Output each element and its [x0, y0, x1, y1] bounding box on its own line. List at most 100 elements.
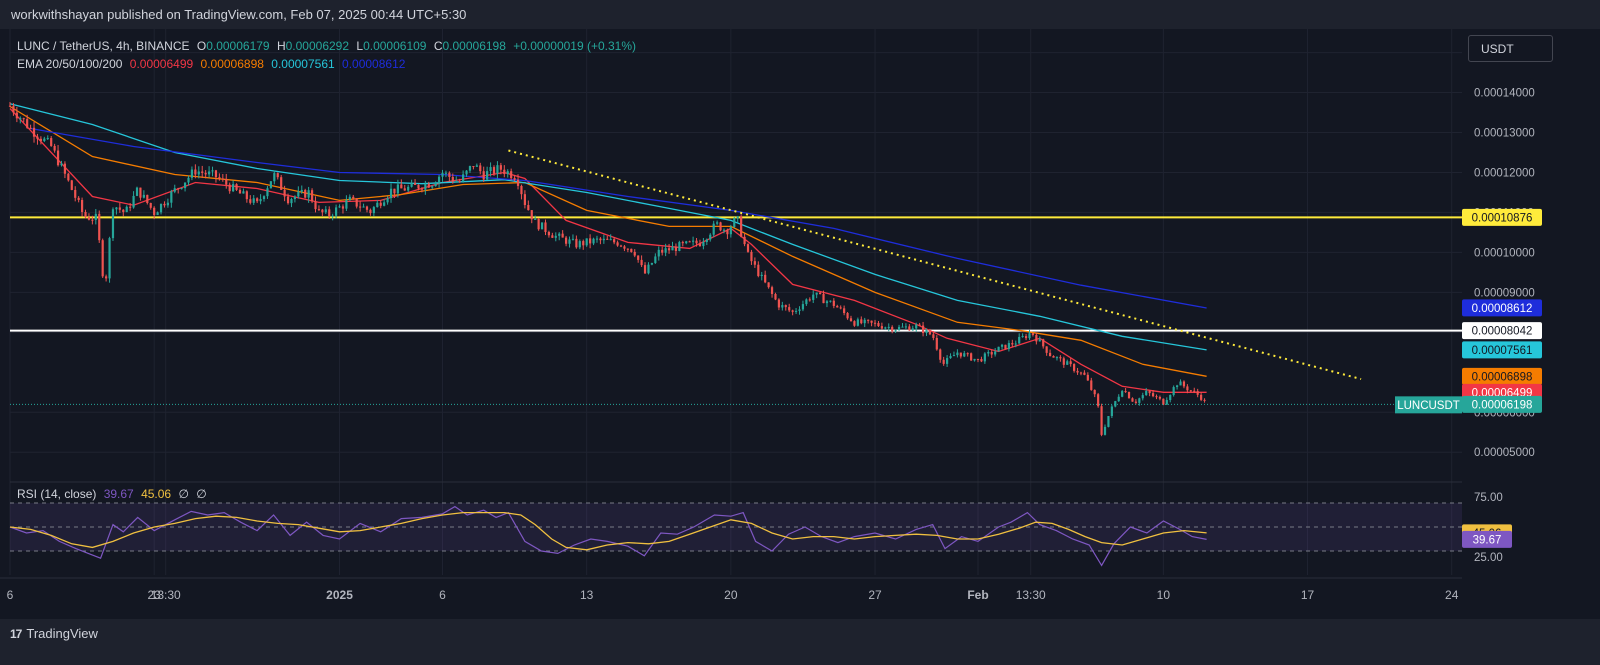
candle-body: [911, 328, 914, 331]
candle-body: [22, 118, 25, 120]
candle-body: [530, 210, 533, 220]
candle-body: [1148, 390, 1151, 394]
rsi-ma-line: [9, 511, 1207, 551]
candle-body: [1114, 401, 1117, 407]
candle-body: [1048, 352, 1052, 356]
price-chart[interactable]: LUNCUSDT 0.000150000.000140000.000130000…: [0, 29, 1600, 619]
candle-body: [1145, 390, 1148, 396]
price-label-bg-resistance: [1462, 208, 1542, 226]
rsi-legend: RSI (14, close) 39.67 45.06 ∅ ∅: [17, 487, 211, 501]
candle-body: [1035, 334, 1038, 342]
candle-body: [63, 163, 67, 174]
candle-body: [348, 196, 351, 201]
candle-body: [496, 165, 499, 174]
candle-body: [1189, 390, 1192, 392]
candle-body: [413, 183, 417, 185]
candle-body: [661, 249, 664, 253]
candle-body: [863, 319, 866, 324]
tradingview-brand[interactable]: 17 TradingView: [10, 626, 98, 641]
candle-body: [818, 292, 822, 294]
candle-body: [53, 145, 56, 151]
candle-body: [180, 188, 183, 190]
candle-body: [891, 326, 894, 332]
candle-body: [101, 240, 104, 277]
candle-body: [568, 239, 571, 244]
candle-body: [839, 307, 842, 309]
candle-body: [801, 304, 805, 310]
candle-body: [67, 173, 70, 181]
candle-body: [1151, 393, 1155, 397]
rsi-title: RSI (14, close): [17, 487, 97, 501]
rsi-value-label: 39.67: [1473, 534, 1502, 546]
candle-body: [1124, 391, 1127, 393]
candle-body: [70, 180, 73, 190]
candle-body: [1000, 344, 1004, 347]
candle-body: [994, 351, 997, 355]
price-tick-label: 0.00009000: [1474, 287, 1535, 299]
candle-body: [880, 326, 883, 329]
candle-body: [1018, 336, 1021, 344]
candle-body: [904, 326, 908, 328]
candle-body: [304, 189, 307, 198]
candle-body: [232, 184, 235, 192]
candle-body: [722, 229, 726, 231]
price-label-last: 0.00006198: [1472, 399, 1533, 411]
price-axis[interactable]: 0.000150000.000140000.000130000.00012000…: [1462, 29, 1600, 579]
candle-body: [77, 197, 80, 200]
candle-body: [589, 238, 592, 244]
candle-body: [980, 359, 983, 362]
candle-body: [1100, 406, 1103, 435]
candle-body: [26, 119, 29, 128]
candle-body: [424, 183, 427, 190]
currency-button[interactable]: USDT: [1468, 35, 1553, 62]
candle-body: [359, 206, 362, 208]
rsi-value: 39.67: [103, 487, 134, 501]
candle-body: [74, 189, 77, 198]
candle-body: [599, 238, 602, 241]
candle-body: [420, 188, 424, 190]
candle-body: [983, 353, 986, 362]
candle-body: [334, 207, 338, 216]
candle-body: [901, 326, 904, 328]
price-label-support: 0.00008042: [1472, 326, 1533, 338]
candle-body: [1093, 389, 1096, 395]
candle-body: [444, 172, 448, 174]
candle-body: [328, 209, 331, 217]
candle-body: [746, 244, 750, 252]
candle-body: [499, 165, 502, 170]
candle-body: [105, 276, 108, 279]
candle-body: [87, 217, 91, 220]
candle-body: [245, 191, 248, 200]
candle-body: [1138, 398, 1141, 403]
candle-body: [146, 194, 149, 204]
candle-body: [716, 222, 719, 224]
candle-body: [592, 238, 595, 244]
candle-body: [774, 293, 777, 300]
candle-body: [760, 274, 763, 277]
candle-body: [153, 207, 156, 216]
trendline[interactable]: [508, 149, 1362, 381]
candle-body: [853, 321, 856, 326]
candle-body: [218, 177, 221, 179]
candle-body: [1021, 336, 1024, 338]
candle-body: [1062, 358, 1065, 365]
candle-body: [331, 215, 334, 217]
candle-body: [19, 118, 22, 120]
candle-body: [221, 178, 224, 180]
candle-body: [1103, 426, 1107, 435]
candle-body: [242, 191, 245, 194]
candle-body: [750, 251, 753, 262]
candle-body: [647, 264, 650, 274]
candle-body: [389, 188, 393, 199]
candle-body: [705, 239, 708, 242]
candle-body: [50, 138, 53, 146]
candle-body: [252, 198, 255, 203]
candle-body: [139, 187, 142, 198]
candle-body: [915, 324, 918, 329]
candle-body: [482, 171, 485, 180]
candle-body: [595, 238, 599, 240]
candle-body: [475, 165, 478, 167]
candle-body: [290, 199, 293, 204]
symbol-title: LUNC / TetherUS, 4h, BINANCE: [17, 39, 190, 53]
